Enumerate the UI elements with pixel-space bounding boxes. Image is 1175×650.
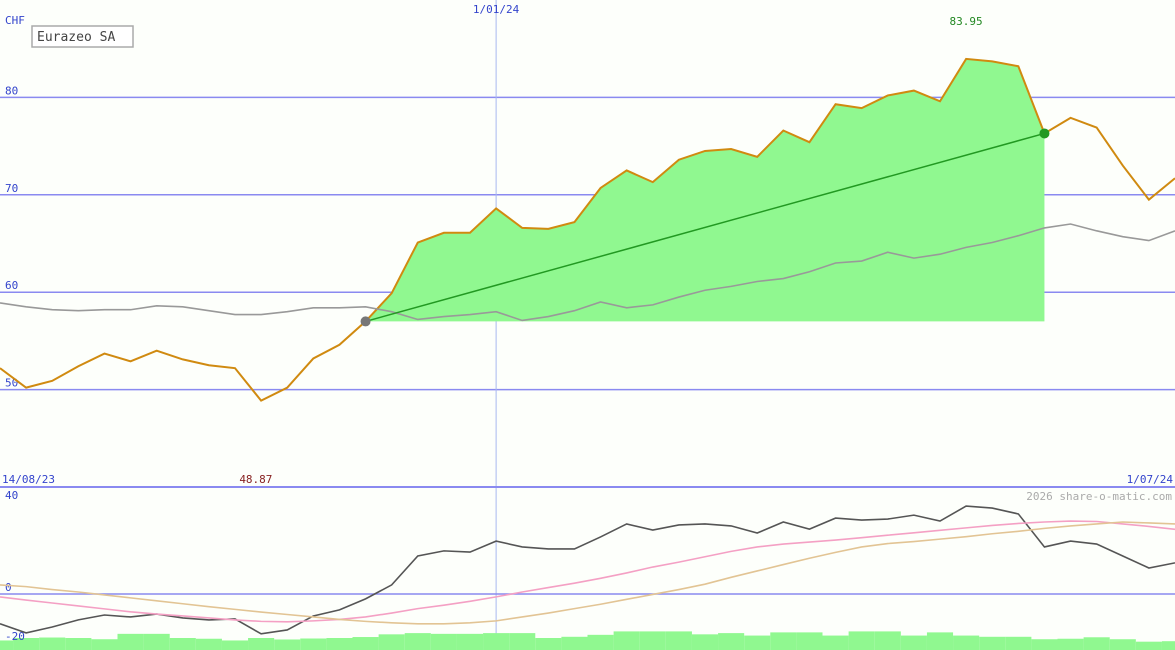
volume-bar [1031,639,1058,650]
volume-bar [770,632,797,650]
x-tick-label: 14/08/23 [2,473,55,486]
volume-bar [1005,636,1032,650]
volume-bar [430,633,457,650]
volume-bar [639,631,666,650]
volume-bar [613,631,640,650]
trend-line [365,132,1045,323]
max-label: 83.95 [950,15,983,28]
y-tick-label: 40 [5,489,18,502]
volume-bar [117,633,144,650]
x-tick-label: 1/07/24 [1127,473,1174,486]
y-tick-label: 80 [5,84,18,97]
volume-bar [561,636,588,650]
y-tick-label: 70 [5,182,18,195]
volume-bar [378,634,405,650]
y-tick-label: 60 [5,279,18,292]
series-line [0,57,1175,402]
volume-bar [1161,641,1175,650]
volume-bar [718,633,745,650]
volume-bar [195,638,222,650]
volume-bar [248,638,275,650]
volume-bar [1057,638,1084,650]
volume-bar [796,632,823,650]
volume-bar [143,633,170,650]
volume-bar [326,638,353,650]
y-axis-unit: CHF [5,14,25,27]
volume-bar [1083,637,1110,650]
series-line [0,521,1175,625]
series-line [0,223,1175,322]
volume-bar [509,633,536,650]
series-line [0,520,1175,623]
y-tick-label: 0 [5,581,12,594]
volume-bar [456,633,484,650]
volume-bar [169,638,196,650]
volume-bar [221,640,249,650]
volume-bar [0,640,14,650]
volume-bar [274,639,301,650]
volume-bar [900,635,927,650]
volume-bar [587,634,614,650]
volume-bar [979,636,1006,650]
volume-bar [1109,639,1136,650]
credit: 2026 share-o-matic.com [1026,490,1172,503]
volume-bar [39,637,66,650]
volume-bar [483,633,510,650]
volume-bar [744,635,771,650]
volume-bar [874,631,901,650]
start-dot [360,316,371,327]
volume-bar [848,631,875,650]
end-dot [1039,128,1050,139]
volume-bar [404,633,431,650]
min-label: 48.87 [239,473,272,486]
volume-bar [926,632,954,650]
volume-bar [691,634,719,650]
volume-bar [953,635,980,650]
volume-bar [65,638,92,650]
chart-title: Eurazeo SA [37,30,115,45]
volume-bar [1135,641,1162,650]
highlight-area [365,58,1045,322]
volume-bar [822,635,849,650]
volume-bar [91,639,118,650]
volume-bar [13,638,40,650]
volume-bar [535,638,562,650]
volume-bar [300,638,327,650]
y-tick-label: 50 [5,377,18,390]
series-line [0,505,1175,635]
volume-bar [352,637,379,650]
y-tick-label: -20 [5,630,25,643]
x-tick-label: 1/01/24 [473,3,520,16]
title-box [31,25,134,48]
volume-bar [665,631,692,650]
